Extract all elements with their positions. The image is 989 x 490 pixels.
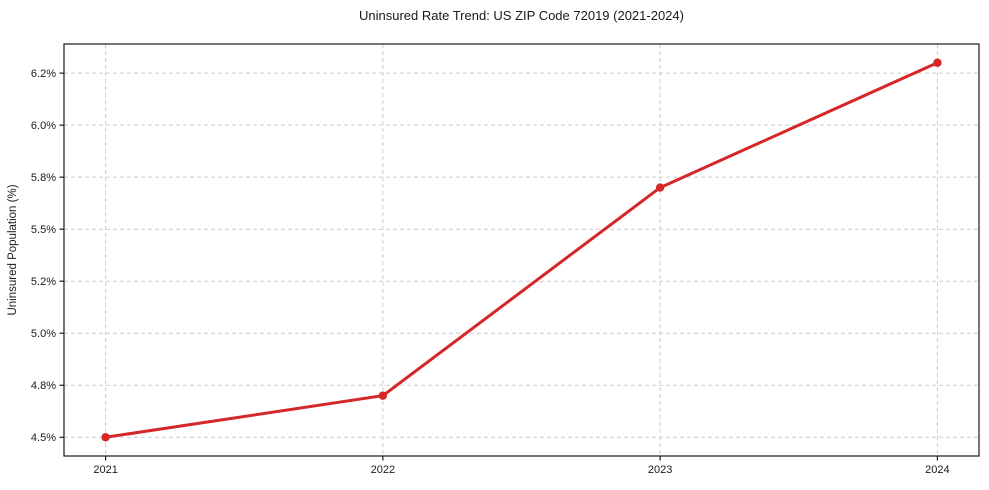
- y-tick-label: 4.5%: [31, 432, 56, 444]
- y-tick-label: 6.2%: [31, 68, 56, 80]
- chart-title: Uninsured Rate Trend: US ZIP Code 72019 …: [359, 8, 684, 23]
- data-point-2023: [655, 183, 665, 192]
- x-tick-label: 2021: [93, 464, 117, 476]
- y-tick-label: 5.0%: [31, 328, 56, 340]
- plot-border: [63, 43, 980, 457]
- x-tick-label: 2022: [371, 464, 395, 476]
- data-point-2022: [378, 391, 388, 400]
- x-tick-label: 2024: [925, 464, 949, 476]
- y-axis-label: Uninsured Population (%): [7, 184, 19, 316]
- y-tick-label: 5.5%: [31, 224, 56, 236]
- x-tick-label: 2023: [648, 464, 672, 476]
- y-tick-label: 5.2%: [31, 276, 56, 288]
- y-tick-label: 4.8%: [31, 380, 56, 392]
- data-point-2024: [933, 58, 942, 67]
- y-tick-label: 6.0%: [31, 120, 56, 132]
- trend-line: [104, 61, 939, 439]
- data-point-2021: [101, 433, 110, 442]
- y-tick-label: 5.8%: [31, 172, 56, 184]
